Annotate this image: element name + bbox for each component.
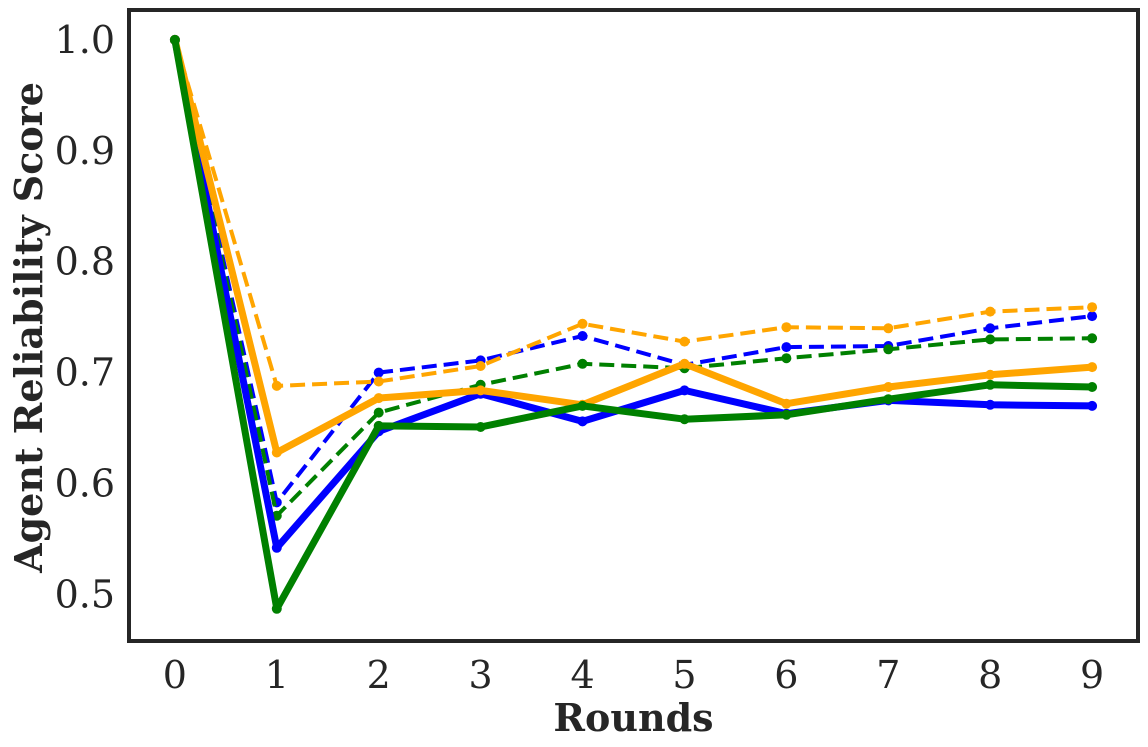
data-point — [985, 379, 996, 390]
x-tick-label: 9 — [1080, 653, 1104, 697]
y-tick-label: 0.7 — [55, 351, 115, 395]
data-point — [883, 382, 894, 392]
data-point — [679, 414, 690, 425]
data-point — [475, 385, 486, 396]
series-line-3 — [172, 39, 1093, 505]
series-0 — [169, 34, 1098, 553]
data-point — [1087, 362, 1098, 373]
data-point — [679, 336, 690, 347]
data-point — [781, 342, 792, 353]
data-point — [985, 334, 996, 345]
series-1 — [169, 34, 1098, 458]
x-tick-label: 0 — [163, 653, 187, 697]
data-point — [985, 399, 996, 410]
data-point — [577, 358, 588, 369]
data-point — [1087, 302, 1098, 313]
data-point — [679, 358, 690, 369]
data-point — [271, 603, 282, 614]
y-axis-label: Agent Reliability Score — [6, 82, 51, 574]
data-point — [1087, 382, 1098, 392]
data-point — [781, 409, 792, 420]
data-point — [577, 400, 588, 411]
data-point — [883, 344, 894, 355]
data-point — [169, 34, 180, 45]
series-layer — [169, 34, 1098, 614]
x-tick-label: 8 — [978, 653, 1002, 697]
y-tick-label: 1.0 — [55, 18, 115, 62]
y-tick-label: 0.8 — [55, 240, 115, 284]
x-tick-label: 4 — [570, 653, 594, 697]
data-point — [475, 422, 486, 432]
y-tick-label: 0.5 — [55, 572, 115, 616]
x-tick-label: 1 — [265, 653, 289, 697]
data-point — [271, 447, 282, 458]
data-point — [373, 376, 384, 387]
data-point — [475, 361, 486, 371]
plot-frame — [127, 8, 1140, 643]
series-5 — [169, 34, 1098, 521]
data-point — [679, 385, 690, 396]
data-point — [577, 318, 588, 329]
x-axis-ticks: 0 1 2 3 4 5 6 7 8 9 — [163, 653, 1104, 697]
data-point — [1087, 333, 1098, 344]
x-tick-label: 3 — [469, 653, 493, 697]
data-point — [373, 367, 384, 378]
series-line-4 — [172, 39, 1093, 388]
x-tick-label: 5 — [672, 653, 696, 697]
data-point — [1087, 311, 1098, 322]
series-line-2 — [171, 39, 1093, 613]
x-tick-label: 7 — [876, 653, 900, 697]
y-tick-label: 0.9 — [55, 129, 115, 173]
data-point — [271, 542, 282, 553]
data-point — [883, 323, 894, 334]
data-point — [577, 331, 588, 341]
data-point — [781, 353, 792, 364]
series-2 — [169, 34, 1098, 614]
data-point — [985, 306, 996, 317]
x-tick-label: 2 — [367, 653, 391, 697]
data-point — [373, 393, 384, 404]
data-point — [883, 394, 894, 405]
data-point — [781, 398, 792, 409]
x-axis-label: Rounds — [553, 695, 713, 740]
data-point — [985, 369, 996, 380]
x-tick-label: 6 — [774, 653, 798, 697]
series-4 — [169, 34, 1098, 391]
data-point — [1087, 400, 1098, 411]
series-line-5 — [172, 39, 1093, 518]
data-point — [373, 407, 384, 418]
data-point — [373, 420, 384, 431]
y-axis-ticks: 0.5 0.6 0.7 0.8 0.9 1.0 — [55, 18, 115, 616]
data-point — [781, 322, 792, 333]
data-point — [271, 380, 282, 391]
y-tick-label: 0.6 — [55, 462, 115, 506]
data-point — [577, 416, 588, 427]
data-point — [985, 323, 996, 334]
series-line-0 — [171, 39, 1093, 552]
series-line-1 — [171, 39, 1093, 456]
